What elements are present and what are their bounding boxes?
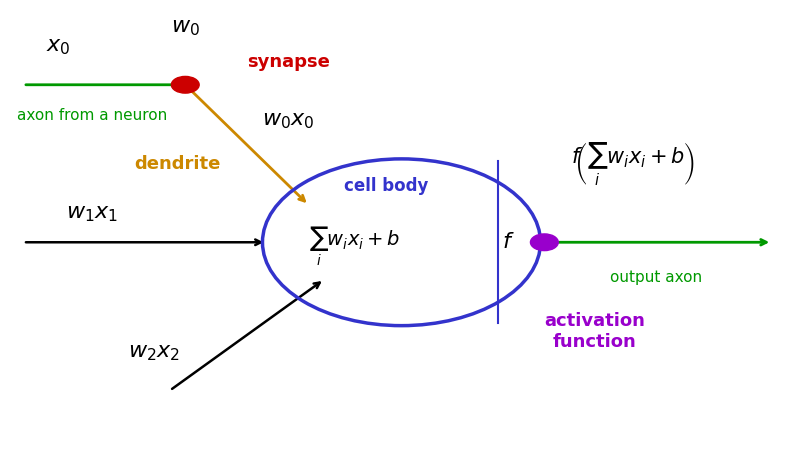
Text: output axon: output axon	[610, 270, 702, 285]
Text: $w_0 x_0$: $w_0 x_0$	[263, 111, 315, 131]
Text: $f\!\left(\sum_{i} w_i x_i + b\right)$: $f\!\left(\sum_{i} w_i x_i + b\right)$	[571, 140, 696, 187]
Text: dendrite: dendrite	[134, 155, 221, 172]
Circle shape	[171, 76, 199, 93]
Text: $\sum_{i} w_i x_i + b$: $\sum_{i} w_i x_i + b$	[309, 226, 401, 268]
Text: $f$: $f$	[502, 232, 514, 252]
Text: cell body: cell body	[344, 178, 428, 195]
Text: $w_2 x_2$: $w_2 x_2$	[129, 343, 181, 363]
Text: $x_0$: $x_0$	[47, 37, 71, 57]
Text: $w_1 x_1$: $w_1 x_1$	[66, 204, 118, 224]
Circle shape	[530, 234, 559, 251]
Text: activation
function: activation function	[544, 312, 645, 350]
Text: synapse: synapse	[247, 53, 330, 71]
Text: axon from a neuron: axon from a neuron	[17, 108, 168, 123]
Text: $w_0$: $w_0$	[170, 19, 200, 39]
